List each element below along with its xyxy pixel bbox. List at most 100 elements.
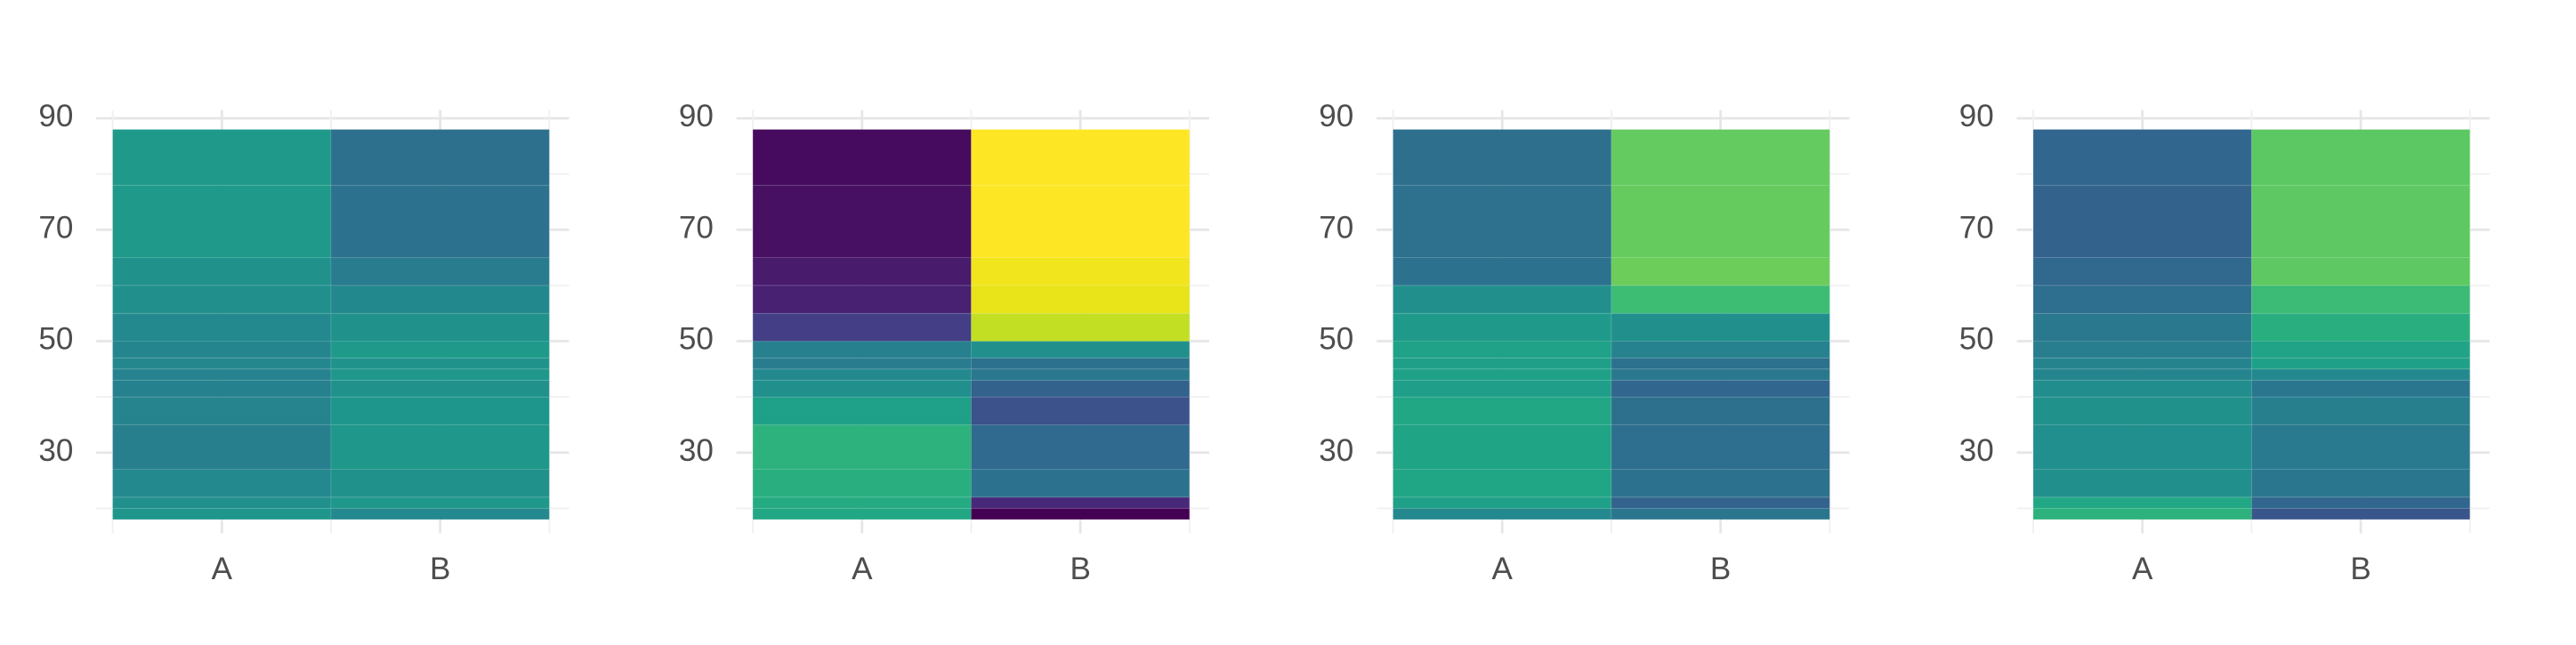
tile bbox=[752, 285, 972, 314]
tile bbox=[112, 507, 332, 520]
tile bbox=[112, 184, 332, 259]
tile bbox=[970, 469, 1191, 498]
x-tick-label: B bbox=[2350, 552, 2370, 586]
tile bbox=[330, 357, 550, 370]
y-tick-label: 30 bbox=[679, 433, 714, 468]
tile bbox=[2032, 184, 2252, 259]
tile bbox=[1611, 379, 1830, 398]
tile bbox=[330, 341, 550, 359]
tile bbox=[752, 379, 972, 398]
tile bbox=[970, 312, 1191, 342]
tile bbox=[2032, 379, 2252, 398]
tile bbox=[2032, 507, 2252, 520]
tile bbox=[1611, 469, 1830, 498]
y-tick-label: 70 bbox=[38, 211, 73, 246]
tile bbox=[330, 129, 550, 186]
tile bbox=[112, 469, 332, 498]
tile bbox=[112, 496, 332, 509]
tile bbox=[1611, 423, 1830, 470]
tile bbox=[2250, 396, 2471, 425]
tile bbox=[752, 507, 972, 520]
tile bbox=[1611, 496, 1830, 509]
y-tick-label: 30 bbox=[38, 433, 73, 468]
tile bbox=[752, 357, 972, 370]
tile bbox=[2032, 129, 2252, 186]
y-tick-label: 90 bbox=[1959, 99, 1994, 133]
tile bbox=[2032, 357, 2252, 370]
tile bbox=[1393, 357, 1612, 370]
tile bbox=[752, 129, 972, 186]
x-tick-label: B bbox=[430, 552, 450, 586]
tile bbox=[2250, 469, 2471, 498]
y-tick-label: 30 bbox=[1319, 433, 1353, 468]
tile bbox=[112, 341, 332, 359]
tile bbox=[112, 285, 332, 314]
tile bbox=[1611, 129, 1830, 186]
tile bbox=[1611, 184, 1830, 259]
y-tick-label: 30 bbox=[1959, 433, 1994, 468]
tile bbox=[752, 496, 972, 509]
tile bbox=[1611, 507, 1830, 520]
tile bbox=[2032, 423, 2252, 470]
tile bbox=[2250, 341, 2471, 359]
tile bbox=[330, 396, 550, 425]
x-tick-label: B bbox=[1710, 552, 1731, 586]
tile bbox=[112, 379, 332, 398]
tile bbox=[1393, 379, 1612, 398]
y-tick-label: 50 bbox=[679, 322, 714, 357]
tile bbox=[2250, 285, 2471, 314]
x-tick-label: A bbox=[2132, 552, 2153, 586]
tile bbox=[752, 341, 972, 359]
tile bbox=[330, 257, 550, 286]
tile bbox=[752, 368, 972, 381]
tile bbox=[2250, 184, 2471, 259]
tile bbox=[1393, 341, 1612, 359]
tile bbox=[1393, 423, 1612, 470]
tile bbox=[1393, 507, 1612, 520]
tile bbox=[2250, 312, 2471, 342]
tile bbox=[2032, 341, 2252, 359]
tile bbox=[970, 357, 1191, 370]
tile bbox=[112, 257, 332, 286]
tile bbox=[1611, 285, 1830, 314]
y-tick-label: 70 bbox=[1319, 211, 1353, 246]
y-tick-label: 50 bbox=[38, 322, 73, 357]
tile bbox=[1393, 396, 1612, 425]
tile bbox=[970, 257, 1191, 286]
tile bbox=[2032, 396, 2252, 425]
x-tick-label: A bbox=[1492, 552, 1514, 586]
tile bbox=[970, 496, 1191, 509]
tile bbox=[2032, 368, 2252, 381]
tile bbox=[112, 129, 332, 186]
tile bbox=[330, 312, 550, 342]
tile bbox=[2032, 257, 2252, 286]
tile bbox=[2250, 357, 2471, 370]
x-tick-label: A bbox=[852, 552, 873, 586]
y-tick-label: 50 bbox=[1319, 322, 1353, 357]
tile bbox=[330, 379, 550, 398]
tile bbox=[970, 396, 1191, 425]
y-tick-label: 70 bbox=[1959, 211, 1994, 246]
tile bbox=[1611, 341, 1830, 359]
tile bbox=[1393, 285, 1612, 314]
tile bbox=[330, 469, 550, 498]
tile bbox=[752, 423, 972, 470]
tile bbox=[752, 396, 972, 425]
x-tick-label: A bbox=[212, 552, 233, 586]
y-tick-label: 50 bbox=[1959, 322, 1994, 357]
tile bbox=[970, 379, 1191, 398]
tile bbox=[2032, 285, 2252, 314]
tile bbox=[112, 357, 332, 370]
tile bbox=[2250, 257, 2471, 286]
tile bbox=[2032, 469, 2252, 498]
tile bbox=[330, 184, 550, 259]
tile bbox=[1393, 496, 1612, 509]
tile bbox=[330, 285, 550, 314]
tile bbox=[1611, 357, 1830, 370]
tile bbox=[1393, 184, 1612, 259]
y-tick-label: 70 bbox=[679, 211, 714, 246]
tile bbox=[1393, 469, 1612, 498]
tile bbox=[1393, 368, 1612, 381]
tile bbox=[1393, 257, 1612, 286]
tile bbox=[112, 312, 332, 342]
